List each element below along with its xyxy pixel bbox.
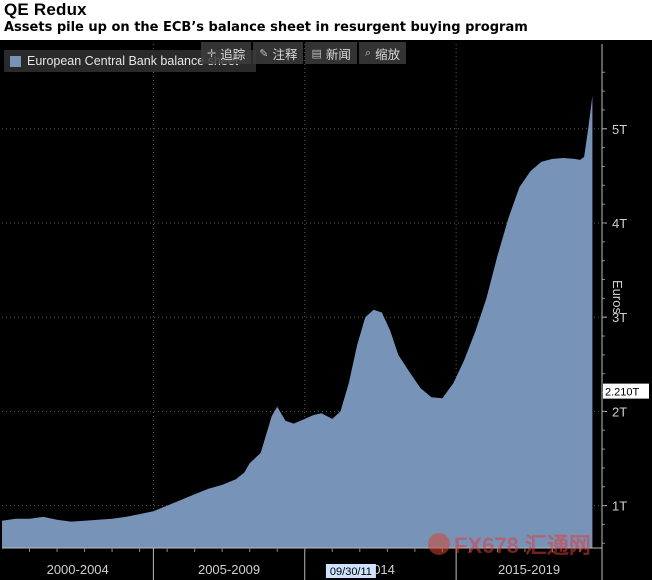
annotate-button[interactable]: ✎ 注释 bbox=[253, 42, 304, 64]
watermark: FX678 汇通网 bbox=[428, 528, 591, 560]
legend: European Central Bank balance sheet bbox=[4, 50, 256, 72]
legend-label: European Central Bank balance sheet bbox=[27, 54, 239, 68]
zoom-label: 缩放 bbox=[375, 46, 401, 62]
x-tick-label: 2005-2009 bbox=[198, 562, 260, 577]
y-tick-label: 1T bbox=[612, 499, 627, 514]
news-button[interactable]: ▤ 新闻 bbox=[305, 42, 357, 64]
y-tick-label: 5T bbox=[612, 122, 627, 137]
chart-toolbar: ✛ 追踪 ✎ 注释 ▤ 新闻 ⌕ 缩放 bbox=[201, 42, 407, 64]
news-label: 新闻 bbox=[325, 46, 351, 62]
y-tick-label: 3T bbox=[612, 310, 627, 325]
crosshair-icon: ✛ bbox=[207, 46, 217, 60]
watermark-text: FX678 汇通网 bbox=[454, 533, 591, 558]
hover-date-box bbox=[325, 564, 376, 578]
watermark-logo-icon bbox=[428, 533, 450, 555]
chart-panel: 1T 2T 3T 4T 5T 2.210T 2000-2004 2005-2009 2014 20… bbox=[0, 40, 652, 580]
last-value-box bbox=[603, 383, 649, 399]
legend-swatch bbox=[10, 55, 21, 67]
track-label: 追踪 bbox=[220, 46, 246, 62]
y-tick-label: 4T bbox=[612, 216, 627, 231]
y-tick-label: 2T bbox=[612, 404, 627, 419]
news-icon: ▤ bbox=[311, 46, 322, 60]
zoom-button[interactable]: ⌕ 缩放 bbox=[358, 42, 407, 64]
annotate-label: 注释 bbox=[272, 46, 298, 62]
pencil-icon: ✎ bbox=[259, 46, 269, 60]
x-tick-label: 2000-2004 bbox=[47, 562, 109, 577]
series-area bbox=[2, 95, 593, 549]
chart-subtitle: Assets pile up on the ECB’s balance shee… bbox=[4, 20, 528, 35]
y-axis-title: Euros bbox=[610, 280, 625, 314]
chart-title: QE Redux bbox=[4, 0, 87, 19]
x-tick-label: 2015-2019 bbox=[498, 562, 560, 577]
zoom-icon: ⌕ bbox=[364, 46, 372, 59]
track-button[interactable]: ✛ 追踪 bbox=[201, 42, 252, 64]
last-value-label: 2.210T bbox=[605, 387, 640, 399]
hover-date-label: 09/30/11 bbox=[330, 566, 372, 578]
